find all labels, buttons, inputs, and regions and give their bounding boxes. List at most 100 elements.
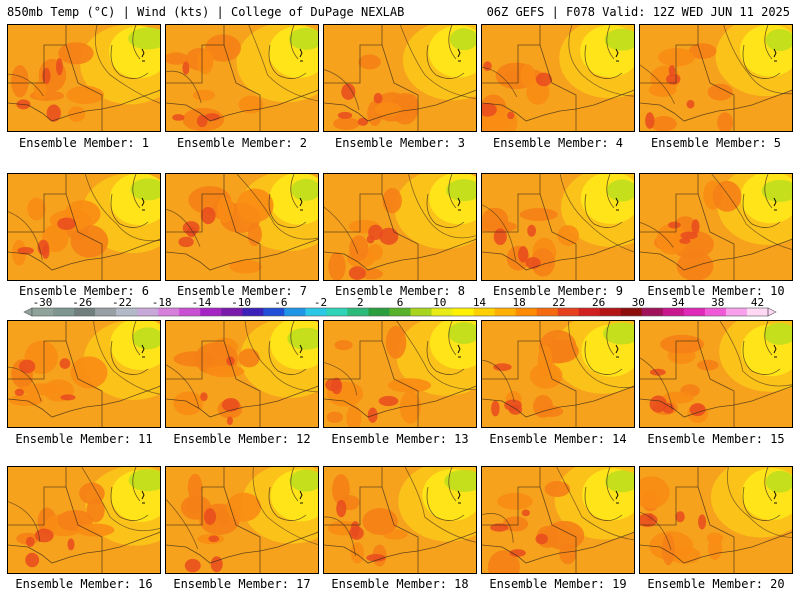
temperature-color-scale: -30 -26 -22 -18 -14 -10 -6 -2 2 6 10 14 18 22 26 30 34 38… — [0, 295, 800, 321]
temperature-map — [324, 321, 476, 427]
color-scale-tick-label: 10 — [433, 296, 446, 309]
ensemble-member-label: Ensemble Member: 10 — [647, 284, 785, 298]
ensemble-map-panel — [7, 173, 161, 281]
ensemble-member-label: Ensemble Member: 12 — [173, 432, 311, 446]
color-scale-segment — [473, 308, 496, 316]
temperature-map — [8, 25, 160, 131]
ensemble-map-panel — [639, 320, 793, 428]
color-scale-segment — [137, 308, 159, 316]
ensemble-map-panel — [323, 320, 477, 428]
color-scale-tick-label: 2 — [357, 296, 364, 309]
color-scale-segment — [746, 308, 769, 316]
ensemble-map-panel — [639, 173, 793, 281]
ensemble-member-label: Ensemble Member: 4 — [492, 136, 624, 150]
temperature-map — [482, 25, 634, 131]
ensemble-map-panel — [7, 24, 161, 132]
ensemble-map-panel — [165, 466, 319, 574]
color-scale-segment — [326, 308, 348, 316]
temperature-map — [324, 174, 476, 280]
ensemble-map-panel — [323, 466, 477, 574]
ensemble-member-label: Ensemble Member: 16 — [15, 577, 153, 591]
temperature-map — [640, 25, 792, 131]
map-title: 850mb Temp (°C) | Wind (kts) | College o… — [7, 5, 405, 19]
ensemble-member-label: Ensemble Member: 6 — [18, 284, 150, 298]
color-scale-segment — [515, 308, 538, 316]
ensemble-member-label: Ensemble Member: 3 — [334, 136, 466, 150]
ensemble-member-label: Ensemble Member: 19 — [489, 577, 627, 591]
color-scale-segment — [95, 308, 117, 316]
model-run-info: 06Z GEFS | F078 Valid: 12Z WED JUN 11 20… — [486, 5, 790, 19]
color-scale-tick-label: -2 — [314, 296, 327, 309]
color-scale-segment — [431, 308, 454, 316]
ensemble-member-label: Ensemble Member: 9 — [492, 284, 624, 298]
ensemble-map-panel — [639, 466, 793, 574]
ensemble-map-panel — [165, 320, 319, 428]
ensemble-member-label: Ensemble Member: 14 — [489, 432, 627, 446]
temperature-map — [166, 467, 318, 573]
ensemble-map-panel — [7, 320, 161, 428]
color-scale-tick-label: 14 — [473, 296, 487, 309]
ensemble-map-panel — [481, 24, 635, 132]
ensemble-map-panel — [323, 173, 477, 281]
ensemble-member-label: Ensemble Member: 11 — [15, 432, 153, 446]
ensemble-member-label: Ensemble Member: 2 — [176, 136, 308, 150]
color-scale-segment — [557, 308, 580, 316]
color-scale-segment — [32, 308, 54, 316]
temperature-map — [640, 174, 792, 280]
ensemble-member-label: Ensemble Member: 1 — [18, 136, 150, 150]
ensemble-member-label: Ensemble Member: 5 — [650, 136, 782, 150]
color-scale-segment — [641, 308, 664, 316]
temperature-map — [166, 174, 318, 280]
color-scale-tick-label: 42 — [751, 296, 764, 309]
color-scale-tick-label: 22 — [552, 296, 565, 309]
color-scale-tick-label: -22 — [112, 296, 132, 309]
ensemble-member-label: Ensemble Member: 8 — [334, 284, 466, 298]
temperature-map — [8, 467, 160, 573]
ensemble-member-label: Ensemble Member: 17 — [173, 577, 311, 591]
color-scale-tick-label: 38 — [711, 296, 724, 309]
color-scale-segment — [683, 308, 706, 316]
temperature-map — [324, 25, 476, 131]
color-scale-segment — [116, 308, 138, 316]
temperature-map — [8, 321, 160, 427]
color-scale-segment — [53, 308, 75, 316]
color-scale-segment — [242, 308, 264, 316]
color-scale-segment — [662, 308, 685, 316]
color-scale-tick-label: -14 — [191, 296, 211, 309]
color-scale-segment — [158, 308, 180, 316]
color-scale-segment — [284, 308, 306, 316]
color-scale-tick-label: -30 — [33, 296, 53, 309]
color-scale-tick-label: 30 — [632, 296, 645, 309]
color-scale-segment — [536, 308, 559, 316]
ensemble-map-panel — [165, 173, 319, 281]
color-scale-segment — [263, 308, 285, 316]
color-scale-segment — [578, 308, 601, 316]
ensemble-map-panel — [481, 320, 635, 428]
temperature-map — [166, 25, 318, 131]
ensemble-map-panel — [639, 24, 793, 132]
color-scale-segment — [200, 308, 222, 316]
temperature-map — [482, 321, 634, 427]
color-scale-tick-label: -6 — [274, 296, 287, 309]
temperature-map — [482, 467, 634, 573]
color-scale-segment — [725, 308, 748, 316]
temperature-map — [166, 321, 318, 427]
color-scale-segment — [599, 308, 622, 316]
ensemble-member-label: Ensemble Member: 7 — [176, 284, 308, 298]
color-scale-segment — [74, 308, 96, 316]
ensemble-map-panel — [7, 466, 161, 574]
color-scale-segment — [704, 308, 727, 316]
color-scale-segment — [179, 308, 201, 316]
temperature-map — [640, 321, 792, 427]
ensemble-member-label: Ensemble Member: 15 — [647, 432, 785, 446]
color-scale-segment — [347, 308, 369, 316]
ensemble-member-label: Ensemble Member: 18 — [331, 577, 469, 591]
ensemble-map-panel — [165, 24, 319, 132]
color-scale-segment — [410, 308, 433, 316]
color-scale-segment — [620, 308, 643, 316]
color-scale-segment — [221, 308, 243, 316]
ensemble-map-panel — [481, 466, 635, 574]
color-scale-tick-label: 34 — [671, 296, 685, 309]
color-scale-segment — [368, 308, 390, 316]
color-scale-segment — [389, 308, 412, 316]
